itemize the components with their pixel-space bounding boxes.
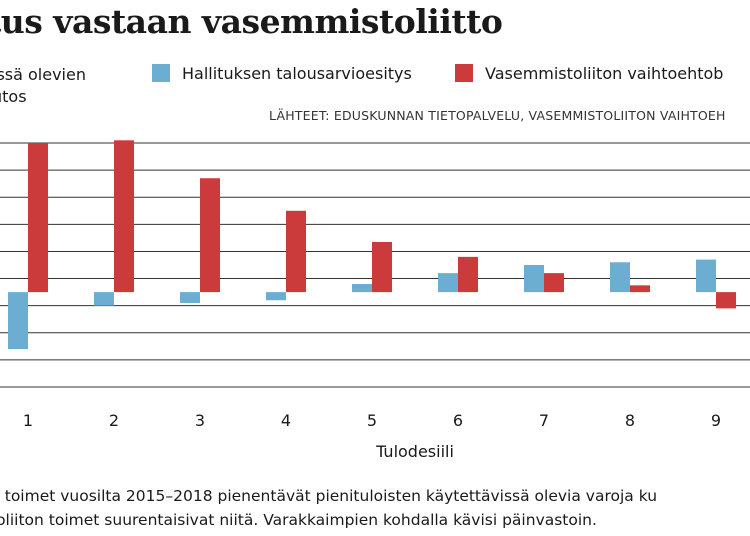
x-tick-label-4: 4 bbox=[281, 411, 291, 430]
bar-vasemmisto-6 bbox=[458, 256, 478, 293]
bar-vasemmisto-9 bbox=[716, 292, 736, 309]
legend-label-vasemmisto: Vasemmistoliiton vaihtoehtob bbox=[485, 64, 724, 83]
bar-vasemmisto-2 bbox=[114, 140, 134, 293]
bar-vasemmisto-8 bbox=[630, 285, 650, 293]
caption-line-2: toliiton toimet suurentaisivat niitä. Va… bbox=[0, 511, 597, 529]
bar-hallitus-3 bbox=[180, 292, 200, 303]
source-note: LÄHTEET: EDUSKUNNAN TIETOPALVELU, VASEMM… bbox=[269, 108, 726, 123]
x-axis-label: Tulodesiili bbox=[375, 442, 454, 461]
bar-chart: 1 2 3 4 5 6 7 8 9 Tulodesiili bbox=[0, 140, 750, 461]
x-tick-label-9: 9 bbox=[711, 411, 721, 430]
legend-item-vasemmisto: Vasemmistoliiton vaihtoehtob bbox=[455, 64, 723, 83]
bar-hallitus-7 bbox=[524, 265, 544, 293]
bars bbox=[8, 140, 736, 350]
bar-hallitus-1 bbox=[8, 292, 28, 350]
bar-hallitus-6 bbox=[438, 273, 458, 293]
bar-hallitus-8 bbox=[610, 262, 630, 293]
bar-vasemmisto-5 bbox=[372, 241, 392, 293]
x-tick-label-1: 1 bbox=[23, 411, 33, 430]
bar-vasemmisto-3 bbox=[200, 178, 220, 293]
x-tick-label-5: 5 bbox=[367, 411, 377, 430]
caption: n toimet vuosilta 2015–2018 pienentävät … bbox=[0, 484, 657, 532]
legend-swatch-red bbox=[455, 64, 473, 82]
x-tick-label-6: 6 bbox=[453, 411, 463, 430]
legend-label-hallitus: Hallituksen talousarvioesitys bbox=[182, 64, 412, 83]
bar-vasemmisto-7 bbox=[544, 273, 564, 293]
x-tick-labels: 1 2 3 4 5 6 7 8 9 bbox=[23, 411, 721, 430]
y-axis-label: issä olevien utos bbox=[0, 64, 86, 108]
x-tick-label-3: 3 bbox=[195, 411, 205, 430]
x-tick-label-2: 2 bbox=[109, 411, 119, 430]
chart-title: tus vastaan vasemmistoliitto bbox=[0, 2, 503, 41]
legend-item-hallitus: Hallituksen talousarvioesitys bbox=[152, 64, 412, 83]
legend-swatch-blue bbox=[152, 64, 170, 82]
bar-hallitus-9 bbox=[696, 259, 716, 293]
bar-vasemmisto-1 bbox=[28, 143, 48, 293]
bar-hallitus-2 bbox=[94, 292, 114, 306]
caption-line-1: n toimet vuosilta 2015–2018 pienentävät … bbox=[0, 487, 658, 505]
x-tick-label-8: 8 bbox=[625, 411, 635, 430]
y-axis-label-line-2: utos bbox=[0, 87, 27, 106]
x-tick-label-7: 7 bbox=[539, 411, 549, 430]
y-axis-label-line-1: issä olevien bbox=[0, 65, 86, 84]
bar-hallitus-4 bbox=[266, 292, 286, 301]
bar-hallitus-5 bbox=[352, 283, 372, 293]
bar-vasemmisto-4 bbox=[286, 210, 306, 293]
